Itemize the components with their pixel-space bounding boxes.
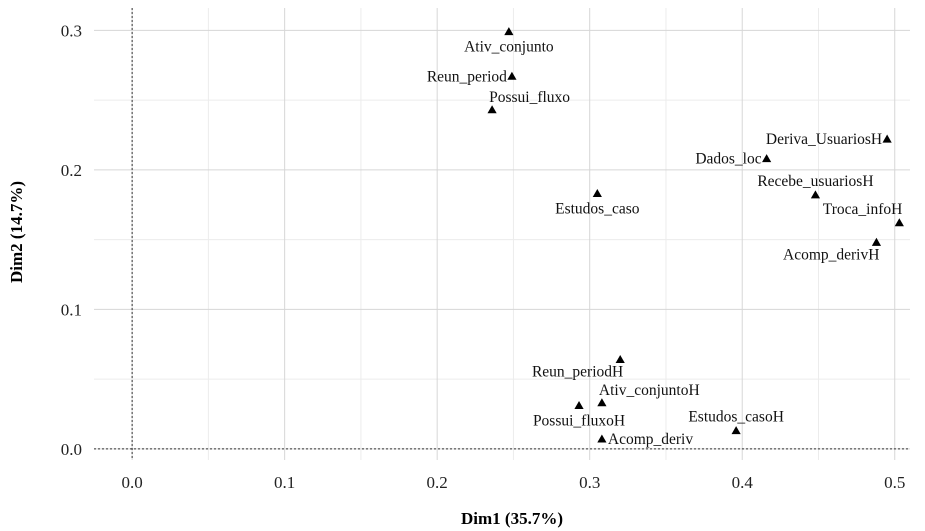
x-tick-label: 0.0 (122, 473, 143, 492)
point-marker (615, 354, 625, 364)
point-label: Reun_periodH (532, 364, 623, 381)
point-label: Ativ_conjuntoH (599, 382, 700, 399)
point-label: Acomp_deriv (608, 431, 693, 448)
x-tick-label: 0.2 (427, 473, 448, 492)
point-label: Possui_fluxo (489, 89, 570, 106)
y-axis-title: Dim2 (14.7%) (7, 181, 26, 283)
point-marker (810, 190, 821, 199)
x-tick-label: 0.3 (579, 473, 600, 492)
point-marker (762, 154, 772, 163)
x-tick-label: 0.5 (884, 473, 905, 492)
point-label: Troca_infoH (823, 201, 903, 218)
axis-ticks: 0.0 0.1 0.2 0.3 0.4 0.5 0.0 0.1 0.2 0.3 (61, 21, 906, 492)
point-marker (504, 27, 514, 36)
grid (94, 8, 910, 460)
y-tick-label: 0.3 (61, 21, 82, 40)
point-marker (731, 426, 741, 435)
point-label: Estudos_caso (555, 201, 640, 218)
point-marker (871, 237, 882, 246)
point-marker (574, 400, 584, 410)
point-marker (592, 188, 602, 197)
point-marker (597, 398, 607, 407)
point-label: Acomp_derivH (783, 246, 879, 263)
point-marker (882, 134, 892, 143)
point-marker (894, 218, 904, 227)
point-label: Ativ_conjunto (464, 39, 554, 56)
point-marker (487, 105, 497, 114)
y-tick-label: 0.0 (61, 440, 82, 459)
point-label: Dados_loc (695, 151, 761, 168)
point-marker (597, 434, 607, 443)
y-tick-label: 0.1 (61, 300, 82, 319)
point-label: Deriva_UsuariosH (766, 131, 882, 148)
point-label: Estudos_casoH (688, 409, 784, 426)
point-label: Possui_fluxoH (533, 413, 625, 430)
point-label: Reun_period (427, 68, 507, 85)
reference-lines (94, 8, 910, 460)
point-marker (507, 71, 517, 80)
point-label: Recebe_usuariosH (757, 173, 873, 190)
data-points: Ativ_conjunto Reun_period Possui_fluxo Deri… (427, 27, 904, 448)
x-axis-title: Dim1 (35.7%) (461, 509, 563, 528)
y-tick-label: 0.2 (61, 161, 82, 180)
x-tick-label: 0.4 (732, 473, 754, 492)
x-tick-label: 0.1 (274, 473, 295, 492)
